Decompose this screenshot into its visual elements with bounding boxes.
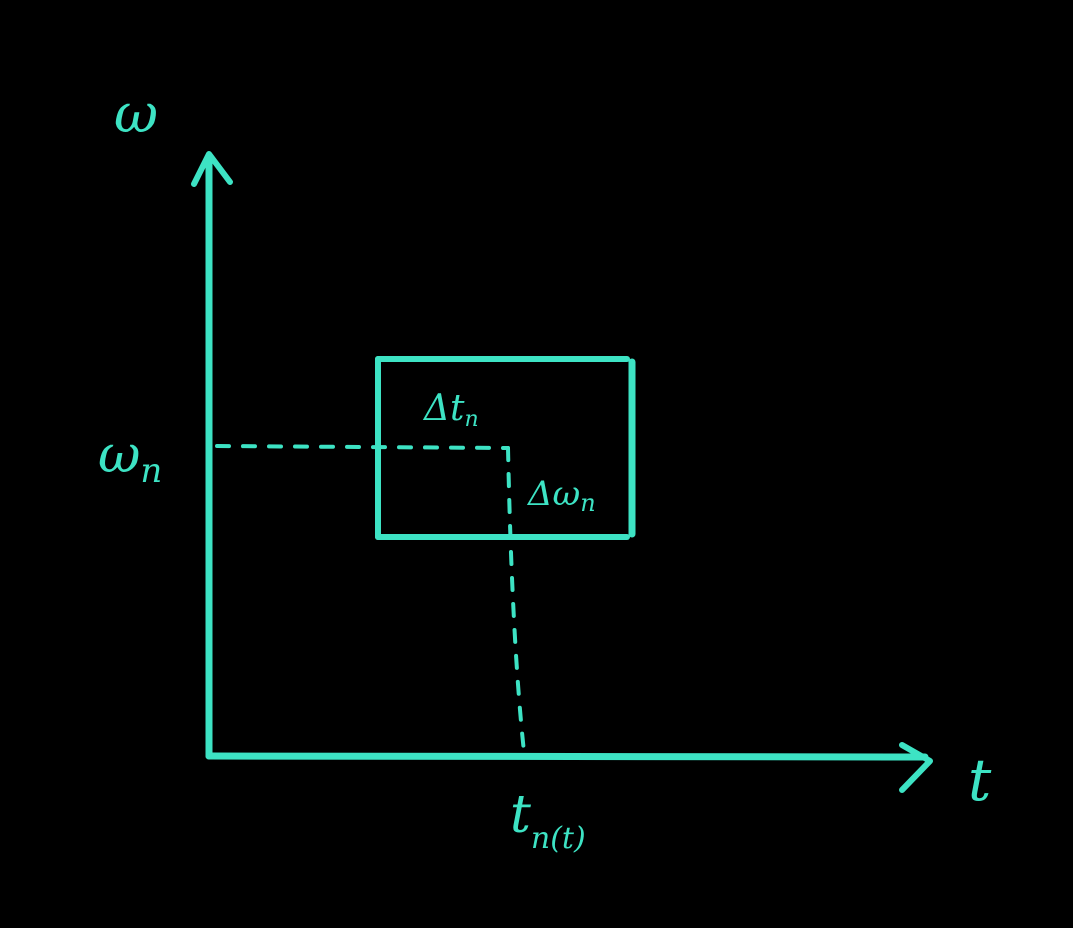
t-n-label-base: t — [510, 785, 531, 845]
omega-axis-arrowhead — [191, 151, 233, 187]
t-n-label-sub: n(t) — [531, 821, 586, 856]
omega-n-guide-line — [215, 444, 510, 450]
t-axis — [205, 752, 929, 761]
omega-n-label-base: ω — [98, 425, 140, 485]
delta-omega-label-sub: n — [580, 489, 595, 517]
delta-t-label-base: Δt — [422, 388, 465, 429]
t-axis-arrowhead — [899, 742, 933, 793]
delta-omega-label: Δωn — [526, 474, 596, 517]
omega-n-label-sub: n — [140, 451, 162, 491]
omega-axis-label: ω — [114, 82, 158, 145]
t-n-label: tn(t) — [510, 785, 586, 856]
t-n-guide-line — [506, 446, 526, 754]
delta-t-label: Δtn — [422, 388, 479, 432]
t-axis-label: t — [968, 746, 992, 814]
omega-n-label: ωn — [98, 425, 162, 491]
delta-t-label-sub: n — [464, 407, 478, 432]
delta-omega-label-base: Δω — [526, 474, 580, 514]
